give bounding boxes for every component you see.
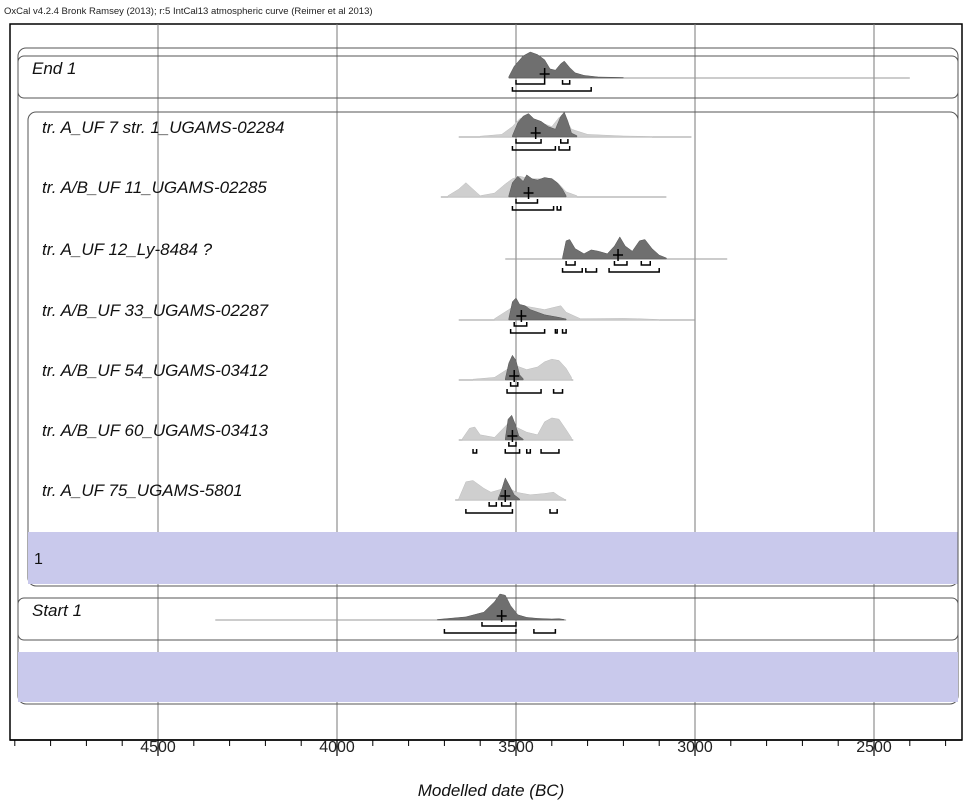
hpd95-5-1 bbox=[552, 389, 564, 394]
tick-label-3000: 3000 bbox=[677, 739, 713, 756]
hpd68-2-0 bbox=[515, 199, 539, 204]
hpd95-3-1 bbox=[585, 268, 598, 273]
x-axis-title: Modelled date (BC) bbox=[418, 781, 564, 800]
plot-header: OxCal v4.2.4 Bronk Ramsey (2013); r:5 In… bbox=[4, 6, 373, 17]
hpd68-6-0 bbox=[508, 442, 517, 447]
row-0: End 1 bbox=[32, 51, 910, 92]
hpd95-6-3 bbox=[540, 449, 560, 454]
hpd95-2-0 bbox=[511, 206, 555, 211]
hpd95-3-2 bbox=[608, 268, 660, 273]
hpd95-8-0 bbox=[443, 629, 517, 634]
hpd68-3-0 bbox=[565, 261, 576, 266]
hpd68-0-1 bbox=[561, 80, 571, 85]
sequence-band bbox=[18, 652, 958, 702]
hpd95-6-1 bbox=[504, 449, 521, 454]
hpd95-6-2 bbox=[525, 449, 532, 454]
hpd95-3-0 bbox=[561, 268, 583, 273]
boundary-box-end-1 bbox=[17, 55, 959, 99]
hpd68-7-1 bbox=[500, 502, 512, 507]
hpd95-4-0 bbox=[509, 329, 546, 334]
posterior-dist-3 bbox=[562, 236, 667, 260]
hpd68-1-0 bbox=[515, 139, 542, 144]
hpd68-1-1 bbox=[560, 139, 569, 144]
row-label-4: tr. A/B_UF 33_UGAMS-02287 bbox=[42, 301, 269, 320]
posterior-dist-7 bbox=[497, 477, 520, 501]
grid-lines bbox=[157, 24, 875, 740]
hpd68-7-0 bbox=[488, 502, 498, 507]
hpd95-4-1 bbox=[554, 329, 558, 334]
row-2: tr. A/B_UF 11_UGAMS-02285 bbox=[42, 174, 667, 211]
phase-band bbox=[28, 532, 958, 584]
posterior-dist-0 bbox=[508, 51, 624, 79]
row-5: tr. A/B_UF 54_UGAMS-03412 bbox=[42, 354, 574, 394]
hpd95-7-1 bbox=[549, 509, 558, 514]
row-label-3: tr. A_UF 12_Ly-8484 ? bbox=[42, 240, 213, 259]
boundary-box-start-1 bbox=[17, 597, 959, 641]
row-3: tr. A_UF 12_Ly-8484 ? bbox=[42, 236, 728, 273]
hpd95-8-1 bbox=[533, 629, 557, 634]
hpd95-2-1 bbox=[556, 206, 562, 211]
row-label-1: tr. A_UF 7 str. 1_UGAMS-02284 bbox=[42, 118, 285, 137]
hpd95-1-1 bbox=[558, 146, 571, 151]
posterior-dist-4 bbox=[508, 297, 567, 321]
posterior-dist-6 bbox=[505, 414, 524, 441]
row-7: tr. A_UF 75_UGAMS-5801 bbox=[42, 477, 567, 514]
tick-label-4000: 4000 bbox=[319, 739, 355, 756]
posterior-dist-5 bbox=[505, 354, 524, 381]
posterior-dist-1 bbox=[512, 111, 578, 138]
hpd68-8-0 bbox=[481, 622, 517, 627]
row-label-8: Start 1 bbox=[32, 601, 82, 620]
date-rows: End 1 tr. A_UF 7 str. 1_UGAMS-02284 tr. A/… bbox=[32, 51, 910, 634]
hpd68-0-0 bbox=[515, 80, 546, 85]
posterior-dist-2 bbox=[508, 174, 567, 198]
row-8: Start 1 bbox=[32, 593, 567, 634]
hpd95-4-2 bbox=[561, 329, 567, 334]
hpd68-5-0 bbox=[509, 382, 519, 387]
row-label-7: tr. A_UF 75_UGAMS-5801 bbox=[42, 481, 243, 500]
sequence-box bbox=[17, 47, 959, 705]
hpd95-7-0 bbox=[465, 509, 514, 514]
hpd95-6-0 bbox=[472, 449, 478, 454]
hpd68-3-1 bbox=[613, 261, 628, 266]
row-label-0: End 1 bbox=[32, 59, 76, 78]
prior-dist-5 bbox=[472, 358, 572, 381]
tick-label-4500: 4500 bbox=[140, 739, 176, 756]
hpd68-4-0 bbox=[513, 322, 528, 327]
row-4: tr. A/B_UF 33_UGAMS-02287 bbox=[42, 297, 695, 334]
x-axis: 4500 4000 3500 3000 2500 bbox=[10, 739, 962, 756]
phase-label: 1 bbox=[34, 551, 43, 568]
hpd95-0-0 bbox=[511, 87, 592, 92]
posterior-dist-8 bbox=[436, 593, 565, 621]
row-6: tr. A/B_UF 60_UGAMS-03413 bbox=[42, 414, 574, 454]
hpd68-3-2 bbox=[640, 261, 651, 266]
hpd95-5-0 bbox=[506, 389, 542, 394]
row-label-2: tr. A/B_UF 11_UGAMS-02285 bbox=[42, 178, 267, 197]
row-label-5: tr. A/B_UF 54_UGAMS-03412 bbox=[42, 361, 269, 380]
row-label-6: tr. A/B_UF 60_UGAMS-03413 bbox=[42, 421, 269, 440]
tick-label-2500: 2500 bbox=[856, 739, 892, 756]
row-1: tr. A_UF 7 str. 1_UGAMS-02284 bbox=[42, 111, 692, 151]
tick-label-3500: 3500 bbox=[498, 739, 534, 756]
hpd95-1-0 bbox=[511, 146, 557, 151]
